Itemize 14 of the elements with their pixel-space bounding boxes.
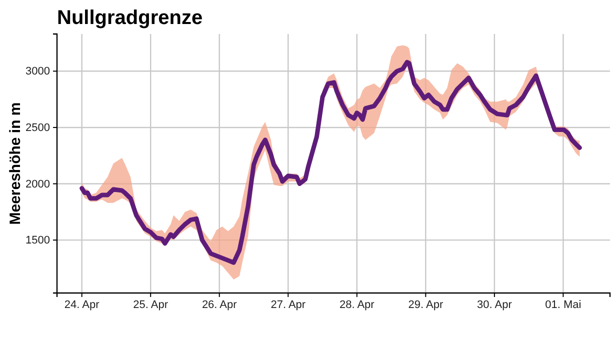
chart-title: Nullgradgrenze [57, 7, 203, 29]
x-tick-label: 28. Apr [339, 298, 375, 311]
x-tick-label: 26. Apr [202, 298, 238, 311]
y-tick-label: 1500 [26, 234, 50, 247]
y-tick-label: 3000 [26, 66, 50, 78]
y-tick-label: 2000 [26, 178, 50, 190]
x-tick-label: 30. Apr [477, 298, 512, 311]
x-tick-label: 27. Apr [270, 298, 306, 311]
y-tick-label: 2500 [26, 122, 50, 134]
x-tick-label: 24. Apr [64, 298, 100, 311]
x-tick-label: 29. Apr [408, 298, 444, 311]
y-axis-title: Meereshöhe in m [7, 102, 24, 225]
x-tick-label: 01. Mai [545, 298, 582, 311]
x-tick-label: 25. Apr [133, 298, 168, 311]
